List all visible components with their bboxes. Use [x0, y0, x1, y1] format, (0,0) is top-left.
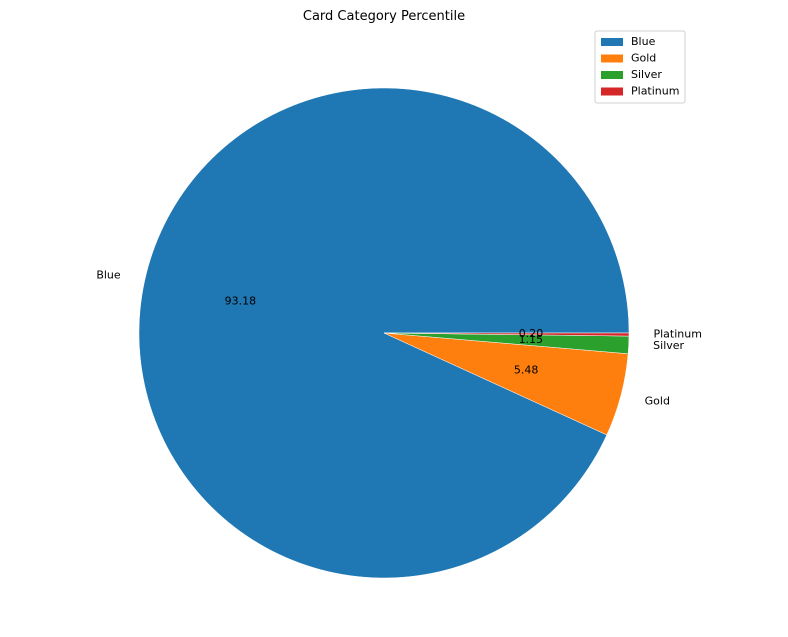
legend-swatch-gold: [601, 54, 623, 63]
legend: Blue Gold Silver Platinum: [594, 30, 686, 104]
legend-swatch-platinum: [601, 87, 623, 96]
value-label-platinum: 0.20: [519, 327, 544, 340]
legend-swatch-blue: [601, 38, 623, 46]
pie-slice-platinum: [383, 332, 630, 337]
legend-swatch-silver: [601, 71, 623, 79]
legend-frame: [594, 30, 686, 104]
legend-label-gold: Gold: [631, 52, 656, 65]
value-label-silver: 1.15: [519, 333, 544, 346]
value-labels: 93.18 5.48 1.150.20: [225, 295, 544, 377]
category-label-platinum: Platinum: [653, 328, 701, 341]
legend-label-silver: Silver: [631, 68, 662, 81]
value-label-blue: 93.18: [225, 295, 257, 308]
pie-slices: [138, 87, 630, 579]
category-label-blue: Blue: [96, 269, 121, 282]
legend-label-blue: Blue: [631, 35, 656, 48]
chart-title: Card Category Percentile: [303, 9, 465, 24]
category-label-gold: Gold: [645, 394, 670, 407]
category-label-silver: Silver: [653, 339, 684, 352]
value-label-gold: 5.48: [514, 363, 539, 376]
legend-label-platinum: Platinum: [631, 85, 679, 98]
